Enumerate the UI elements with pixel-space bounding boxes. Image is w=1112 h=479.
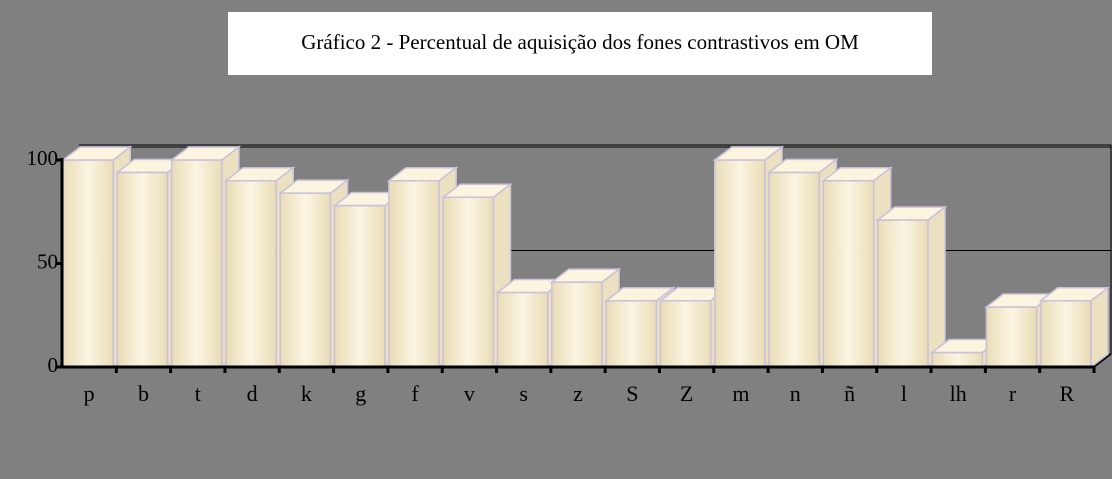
bar — [62, 159, 115, 368]
bar — [822, 179, 875, 368]
x-tick-label: ñ — [844, 381, 855, 406]
bar — [496, 291, 549, 368]
x-tick-label: v — [464, 381, 475, 406]
bar — [985, 306, 1038, 368]
x-tick-label: S — [626, 381, 638, 406]
bar — [279, 192, 332, 368]
x-tick-label: z — [573, 381, 583, 406]
x-tick-label: g — [355, 381, 366, 406]
bar — [170, 159, 223, 368]
chart-title: Gráfico 2 - Percentual de aquisição dos … — [301, 30, 859, 54]
x-tick-label: Z — [680, 381, 693, 406]
bar — [225, 179, 278, 368]
x-tick-label: r — [1009, 381, 1017, 406]
x-tick-label: f — [411, 381, 419, 406]
floor-edge — [1093, 353, 1112, 368]
bar — [876, 219, 929, 368]
y-tick-label: 50 — [37, 249, 58, 273]
bar — [388, 179, 440, 368]
bar — [551, 281, 603, 368]
x-tick-label: t — [195, 381, 201, 406]
bar — [931, 351, 984, 368]
y-tick-label: 100 — [27, 146, 59, 170]
bar — [768, 171, 821, 368]
x-tick-label: d — [247, 381, 258, 406]
bar — [605, 300, 658, 368]
x-tick-label: n — [790, 381, 801, 406]
bar-side — [927, 205, 946, 369]
title-box — [228, 12, 932, 75]
y-tick-label: 0 — [48, 353, 59, 377]
x-tick-label: l — [901, 381, 907, 406]
x-tick-label: s — [519, 381, 528, 406]
bar — [714, 159, 766, 368]
bar-side — [1090, 286, 1109, 369]
x-tick-label: R — [1059, 381, 1074, 406]
bar — [442, 196, 495, 368]
x-tick-label: m — [732, 381, 749, 406]
x-tick-label: p — [84, 381, 95, 406]
bar — [116, 171, 169, 368]
x-tick-label: k — [301, 381, 312, 406]
bar — [333, 204, 386, 368]
x-tick-label: lh — [950, 381, 967, 406]
bar — [1039, 300, 1092, 368]
x-tick-label: b — [138, 381, 149, 406]
bar — [659, 300, 712, 368]
